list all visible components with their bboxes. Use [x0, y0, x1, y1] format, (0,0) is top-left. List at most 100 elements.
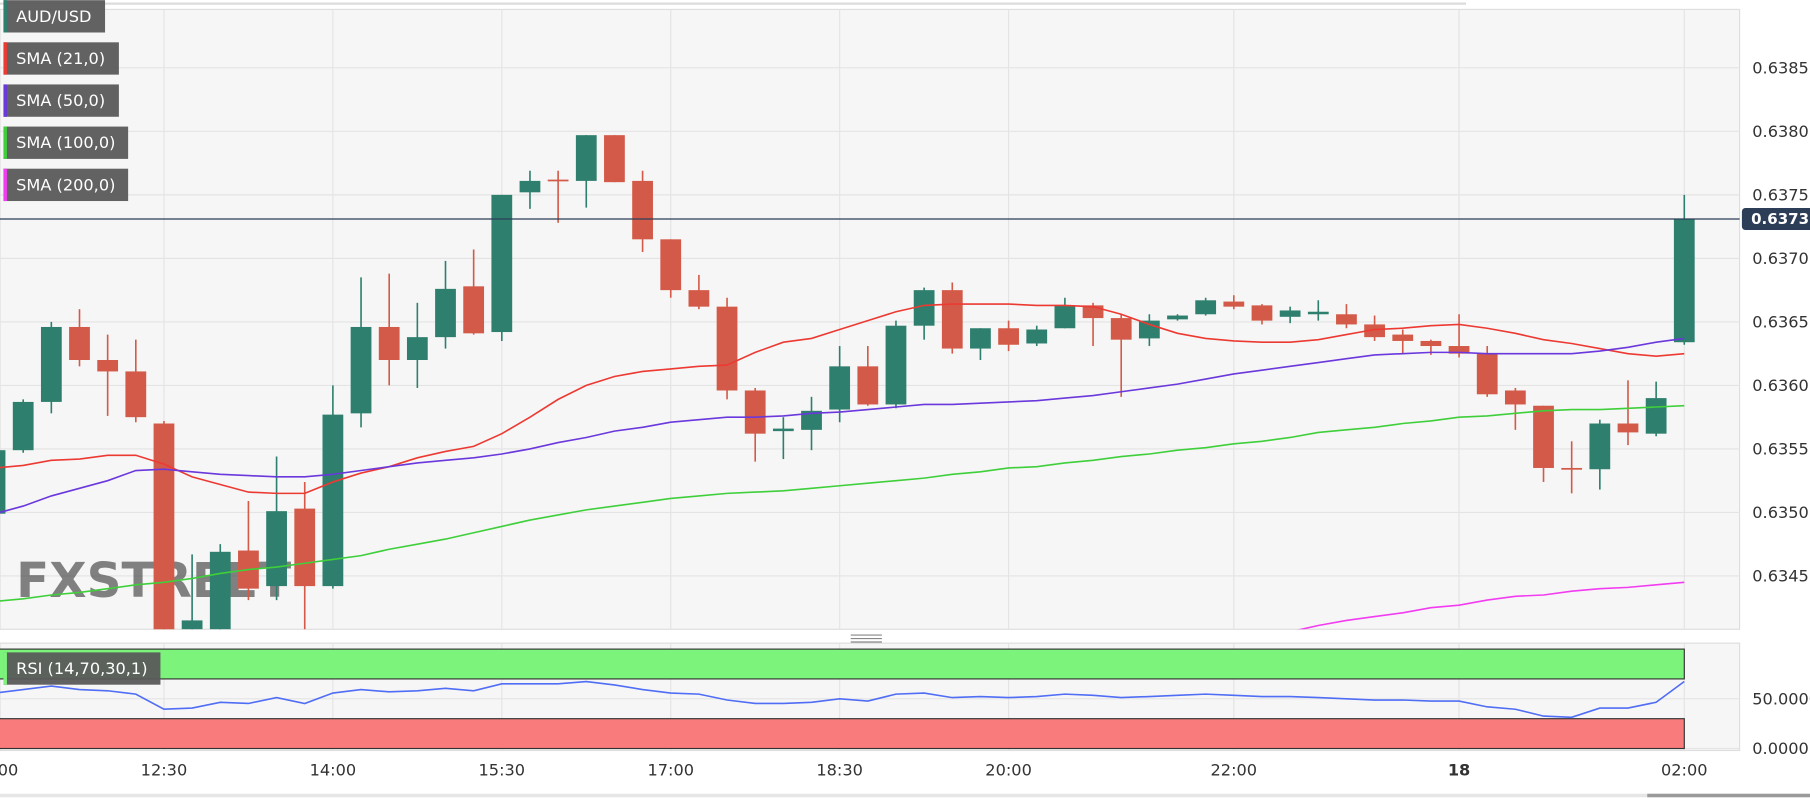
candle-body [744, 390, 766, 434]
candle-body [1026, 329, 1048, 344]
y-tick-label: 0.6360 [1752, 376, 1809, 395]
candle-body [1364, 324, 1385, 338]
candle-body [12, 401, 34, 451]
candle-body [772, 428, 794, 432]
candle-body [1420, 340, 1442, 347]
candle-body [40, 326, 62, 402]
candle-body [801, 410, 822, 430]
legend-chip[interactable] [3, 42, 119, 75]
candle-body [1307, 311, 1329, 315]
rsi-band [0, 648, 1685, 680]
x-tick-label: 20:00 [985, 761, 1032, 780]
rsi-line [0, 680, 1685, 719]
legend-chip[interactable] [3, 168, 129, 202]
legend-chip[interactable] [3, 652, 161, 685]
candle-body [857, 366, 879, 405]
candle-body [0, 450, 6, 514]
legend-swatch [3, 126, 7, 159]
sma-line [0, 303, 1685, 495]
candle-body [1167, 315, 1188, 320]
y-tick-label: 50.0000 [1752, 689, 1810, 708]
candle-body [716, 306, 738, 391]
legend-swatch [3, 84, 7, 117]
legend-chip[interactable] [3, 0, 106, 33]
candle-body [885, 325, 907, 405]
candle-body [69, 326, 90, 360]
last-price-label: 0.63731 [1751, 210, 1810, 228]
legend-swatch [3, 0, 7, 33]
candle-body [1336, 314, 1357, 325]
candle-body [350, 326, 372, 414]
candle-body [632, 180, 653, 240]
candle-body [1054, 305, 1076, 329]
y-tick-label: 0.6345 [1752, 566, 1809, 585]
legend: AUD/USD SMA (21,0) SMA (50,0) SMA (100,0) SM… [3, 0, 161, 685]
x-tick-label: 18:30 [816, 761, 863, 780]
x-tick-label: 22:00 [1211, 761, 1258, 780]
candle-body [97, 359, 119, 372]
rsi-marks [0, 680, 1685, 719]
legend-label: SMA (21,0) [16, 49, 105, 68]
x-tick-label: 11:00 [0, 761, 18, 780]
panel-splitter[interactable] [850, 634, 882, 643]
candle-body [1195, 300, 1217, 315]
candle-body [1673, 219, 1695, 343]
candle-body [1279, 310, 1301, 317]
candle-body [1617, 423, 1639, 433]
candle-body [435, 288, 456, 338]
candle-body [913, 290, 935, 326]
y-tick-label: 0.0000 [1752, 739, 1809, 758]
candle-body [1476, 353, 1498, 395]
candle-body [998, 328, 1019, 345]
candle-body [294, 508, 316, 587]
x-tick-label: 15:30 [479, 761, 526, 780]
legend-label: RSI (14,70,30,1) [16, 659, 147, 678]
x-tick-label: 12:30 [141, 761, 188, 780]
legend-label: AUD/USD [16, 7, 91, 26]
legend-chip[interactable] [3, 84, 119, 117]
rsi-bands [0, 648, 1685, 750]
x-tick-label: 17:00 [647, 761, 694, 780]
candle-body [1645, 398, 1667, 434]
legend-swatch [3, 168, 7, 202]
y-tick-label: 0.6380 [1752, 122, 1809, 141]
y-tick-label: 0.6370 [1752, 249, 1809, 268]
candle-body [1223, 301, 1245, 307]
candle-body [829, 366, 851, 410]
sma-line [0, 337, 1685, 514]
axes: 0.6345 0.6350 0.6355 0.6360 0.6365 0.6370 0.63… [0, 58, 1810, 780]
y-tick-label: 0.6365 [1752, 312, 1809, 331]
candle-body [970, 328, 991, 349]
candle-body [688, 290, 710, 307]
candle-body [1448, 346, 1470, 354]
rsi-band [0, 718, 1685, 750]
candle-body [604, 135, 625, 183]
candle-body [266, 511, 287, 587]
y-tick-label: 0.6350 [1752, 503, 1809, 522]
candle-body [378, 326, 400, 360]
candle-body [575, 135, 597, 181]
y-tick-label: 0.6355 [1752, 439, 1809, 458]
candle-body [463, 286, 485, 334]
candle-body [941, 290, 963, 349]
x-tick-label: 18 [1448, 761, 1470, 780]
candle-body [519, 180, 541, 193]
legend-swatch [3, 652, 7, 685]
legend-label: SMA (200,0) [16, 175, 115, 194]
candle-body [491, 194, 513, 333]
candle-body [1561, 467, 1583, 470]
candle-body [547, 179, 569, 182]
y-tick-label: 0.6375 [1752, 185, 1809, 204]
candle-body [1138, 320, 1160, 339]
legend-chip[interactable] [3, 126, 129, 159]
legend-label: SMA (100,0) [16, 133, 115, 152]
candle-body [1589, 423, 1611, 470]
candle-body [209, 551, 231, 630]
price-marks [0, 135, 1695, 630]
legend-swatch [3, 42, 7, 75]
candle-body [1110, 318, 1132, 340]
sma-line [1297, 581, 1685, 630]
sma-line [0, 404, 1685, 602]
candle-body [1504, 390, 1526, 405]
